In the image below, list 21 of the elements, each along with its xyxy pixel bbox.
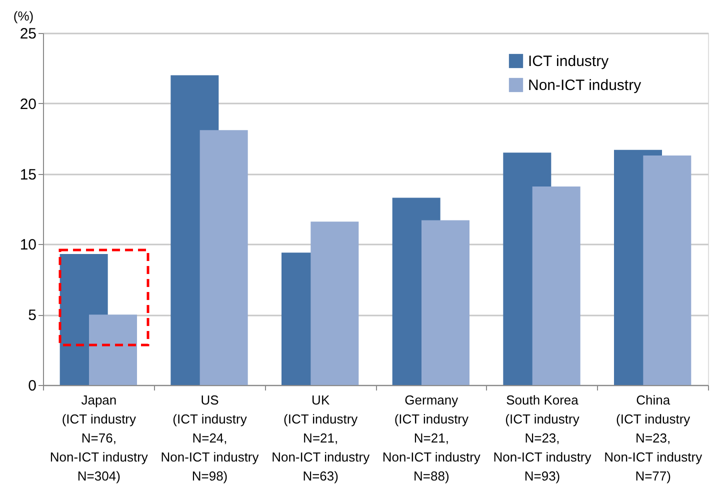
y-tick-label: 25 [20,26,36,42]
legend-label: Non-ICT industry [528,77,642,94]
bar [532,186,580,385]
x-tick-label: UK (ICT industry N=21, Non-ICT industry N=63) [272,392,370,484]
y-tick-label: 10 [20,236,36,254]
y-tick-label: 15 [20,166,36,184]
x-tick-label: US (ICT industry N=24, Non-ICT industry N=98) [160,392,260,484]
y-tick-label: 20 [20,96,36,113]
bar [200,130,248,385]
legend-label: ICT industry [528,53,610,70]
y-tick-label: 5 [28,307,36,324]
x-tick-label: Germany (ICT industry N=21, Non-ICT industry N=88) [382,392,481,484]
y-tick-label: 0 [28,378,36,394]
bar [89,314,137,385]
x-tick-label: South Korea (ICT industry N=23, Non-ICT industry N=93) [493,392,592,484]
x-tick-label: China (ICT industry N=23, Non-ICT industry N=77) [604,392,703,484]
bar [422,220,470,385]
x-tick-label: Japan (ICT industry N=76, Non-ICT industry N=304) [50,392,148,484]
bar [643,155,692,385]
bar [310,222,359,385]
y-axis-title: (%) [13,8,34,24]
